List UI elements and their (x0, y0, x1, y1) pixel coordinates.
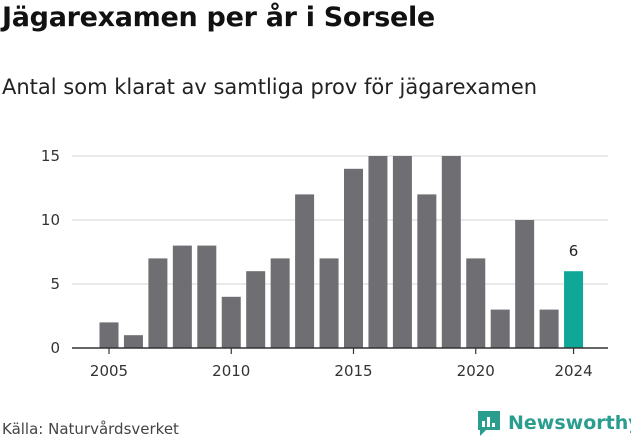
x-tick-label: 2005 (90, 362, 128, 380)
y-tick-label: 10 (41, 211, 60, 229)
bar (221, 296, 241, 348)
bar (246, 271, 266, 348)
bar (466, 258, 486, 348)
x-tick-label: 2024 (554, 362, 592, 380)
bar (270, 258, 290, 348)
x-tick-label: 2020 (457, 362, 495, 380)
bar (319, 258, 339, 348)
bar (197, 245, 217, 348)
bar (490, 309, 510, 348)
y-tick-label: 5 (50, 275, 60, 293)
bar (539, 309, 559, 348)
x-tick-label: 2015 (334, 362, 372, 380)
chart-title: Jägarexamen per år i Sorsele (2, 2, 435, 33)
source-note: Källa: Naturvårdsverket (2, 420, 179, 438)
bar-chart: 0 5 10 15 2005 2010 2015 2020 2024 6 (41, 147, 608, 380)
bar (392, 156, 412, 348)
bar (123, 335, 143, 348)
bar (368, 156, 388, 348)
bar (417, 194, 437, 348)
bar-chart-chat-icon (478, 411, 500, 436)
bar (99, 322, 119, 348)
y-tick-label: 15 (41, 147, 60, 165)
bar (295, 194, 315, 348)
brand-name: Newsworthy (508, 412, 631, 434)
bar (441, 156, 461, 348)
bar (172, 245, 192, 348)
data-label: 6 (569, 242, 579, 260)
bar (344, 168, 363, 348)
brand-logo: Newsworthy (476, 409, 631, 437)
x-tick-label: 2010 (212, 362, 250, 380)
bar (515, 220, 535, 348)
chart-subtitle: Antal som klarat av samtliga prov för jä… (2, 75, 538, 99)
y-tick-label: 0 (50, 339, 60, 357)
bar (564, 271, 584, 348)
bar (148, 258, 168, 348)
